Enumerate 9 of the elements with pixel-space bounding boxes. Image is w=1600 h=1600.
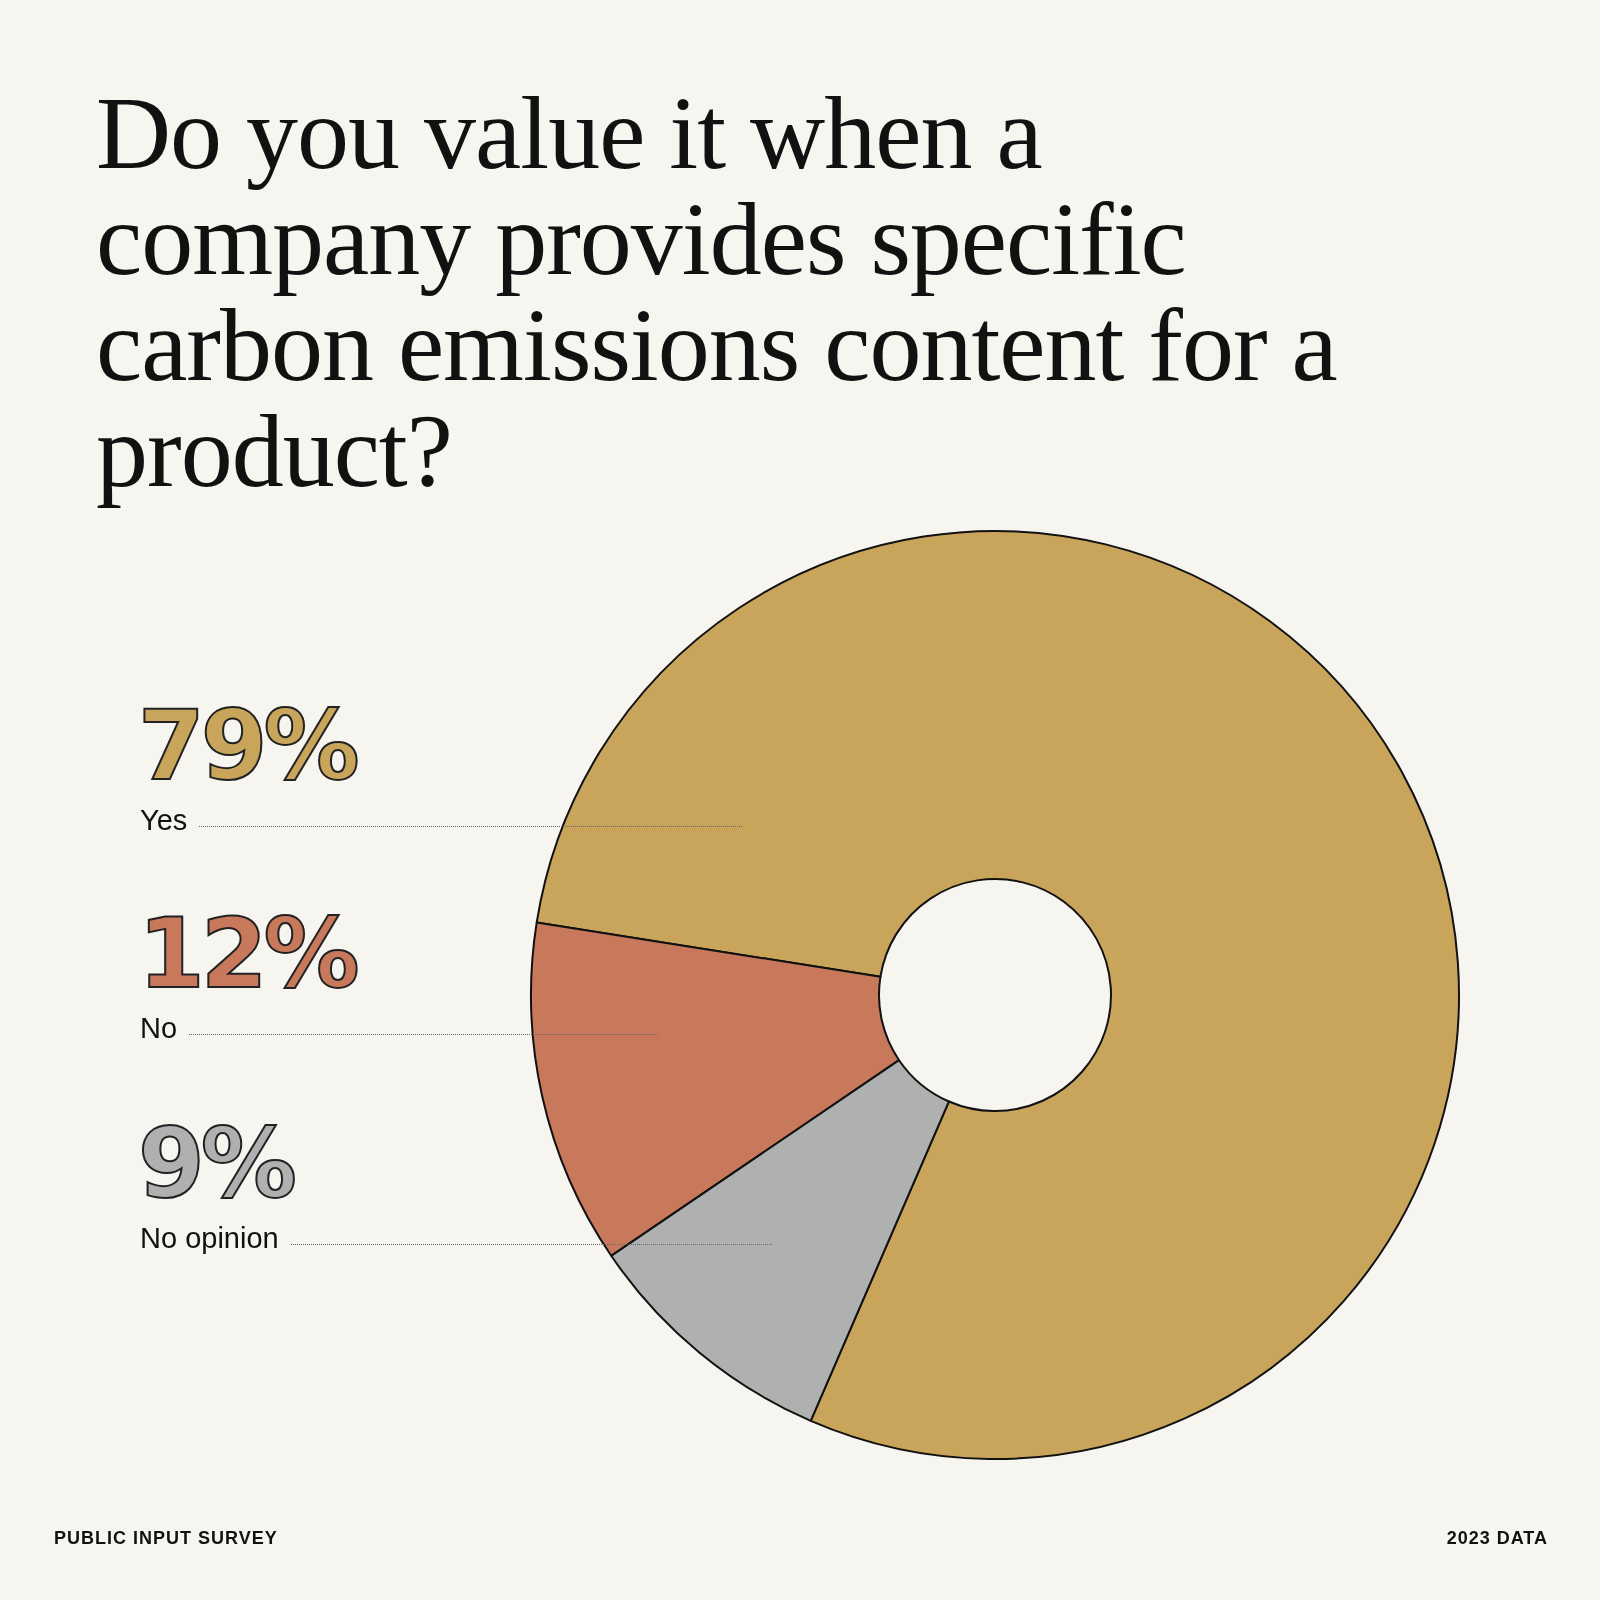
- slice-label: No: [140, 1012, 178, 1045]
- text: 2023 DATA: [1446, 1528, 1548, 1549]
- data-label: 9%: [138, 1108, 293, 1220]
- slice-label: No opinion: [140, 1222, 279, 1255]
- data-label: 12%: [138, 898, 356, 1010]
- chart-title: Do you value it when a company provides specific carbon emissions content for a product?: [96, 75, 1338, 508]
- slice-label: Yes: [140, 804, 188, 837]
- text: PUBLIC INPUT SURVEY: [54, 1528, 278, 1549]
- data-label: 79%: [138, 690, 356, 802]
